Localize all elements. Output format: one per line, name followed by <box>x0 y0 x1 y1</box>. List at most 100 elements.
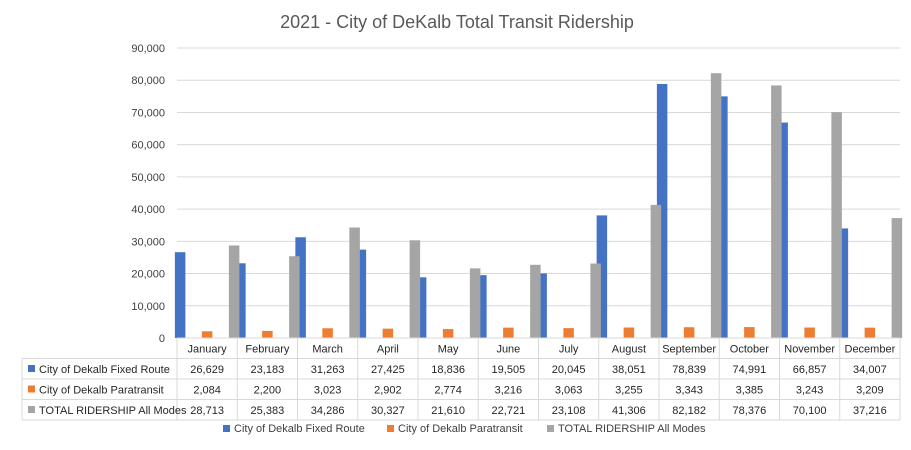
legend-swatch <box>387 425 394 432</box>
bar <box>777 122 788 338</box>
data-label: 22,721 <box>492 405 526 417</box>
data-label: 3,255 <box>615 385 643 397</box>
bar <box>536 273 547 338</box>
legend-entry: City of Dekalb Fixed Route <box>234 423 365 435</box>
bar <box>442 329 454 338</box>
bar <box>623 327 635 338</box>
y-tick-label: 0 <box>159 333 165 345</box>
y-tick-label: 70,000 <box>131 107 165 119</box>
data-label: 20,045 <box>552 364 586 376</box>
x-tick-label: February <box>245 344 290 356</box>
x-tick-label: July <box>559 344 579 356</box>
bar <box>563 328 574 338</box>
bar <box>476 275 487 338</box>
data-label: 26,629 <box>190 364 224 376</box>
data-label: 78,376 <box>733 405 767 417</box>
bar <box>717 96 728 338</box>
data-label: 78,839 <box>672 364 706 376</box>
bar <box>174 252 186 338</box>
x-tick-label: June <box>496 344 520 356</box>
bar <box>710 73 722 338</box>
bar <box>744 327 755 338</box>
data-label: 3,216 <box>495 385 523 397</box>
data-label: 38,051 <box>612 364 646 376</box>
bar <box>322 328 333 338</box>
bar <box>382 328 394 338</box>
y-tick-label: 50,000 <box>131 172 165 184</box>
data-label: 82,182 <box>672 405 706 417</box>
y-tick-label: 10,000 <box>131 301 165 313</box>
bar <box>771 85 782 338</box>
bar <box>503 327 514 338</box>
x-tick-label: December <box>845 344 896 356</box>
data-label: 18,836 <box>431 364 465 376</box>
data-label: 41,306 <box>612 405 646 417</box>
table-legend-key <box>28 385 35 393</box>
legend-entry: City of Dekalb Paratransit <box>398 423 523 435</box>
bar <box>295 237 306 338</box>
bar <box>804 327 815 338</box>
legend: City of Dekalb Fixed Route City of Dekalb… <box>223 423 706 435</box>
legend-swatch <box>223 425 230 432</box>
data-label: 3,209 <box>856 385 884 397</box>
bar <box>262 330 273 338</box>
data-label: 23,108 <box>552 405 586 417</box>
table-series-label: City of Dekalb Paratransit <box>39 385 164 397</box>
data-label: 3,023 <box>314 385 342 397</box>
bar <box>289 256 300 338</box>
data-label: 3,063 <box>555 385 583 397</box>
bar <box>683 327 695 338</box>
data-label: 2,902 <box>374 385 402 397</box>
data-label: 19,505 <box>492 364 526 376</box>
data-label: 23,183 <box>251 364 285 376</box>
bars <box>174 73 903 338</box>
bar <box>650 204 662 338</box>
y-tick-label: 30,000 <box>131 236 165 248</box>
x-tick-label: August <box>612 344 646 356</box>
x-tick-label: October <box>730 344 769 356</box>
x-tick-label: March <box>312 344 343 356</box>
data-table: January February March April May June July Augu… <box>21 337 901 421</box>
data-label: 70,100 <box>793 405 827 417</box>
table-legend-key <box>28 365 35 372</box>
bar <box>355 249 367 338</box>
y-tick-label: 80,000 <box>131 75 165 87</box>
data-label: 3,343 <box>675 385 703 397</box>
bar <box>235 263 246 338</box>
bar <box>837 228 849 338</box>
data-label: 2,200 <box>254 385 282 397</box>
data-label: 3,385 <box>736 385 764 397</box>
bar <box>590 263 601 338</box>
chart-title: 2021 - City of DeKalb Total Transit Ride… <box>280 12 634 32</box>
data-label: 2,084 <box>193 385 221 397</box>
x-tick-label: April <box>377 344 399 356</box>
data-label: 27,425 <box>371 364 405 376</box>
bar <box>469 268 481 338</box>
table-legend-key <box>28 406 35 413</box>
y-axis: 0 10,000 20,000 30,000 40,000 50,000 60,000 70,… <box>131 43 165 345</box>
table-series-label: City of Dekalb Fixed Route <box>39 364 170 376</box>
data-label: 34,286 <box>311 405 345 417</box>
table-series-label: TOTAL RIDERSHIP All Modes <box>39 405 187 417</box>
x-tick-label: May <box>438 344 459 356</box>
bar <box>415 277 427 338</box>
bar <box>891 218 903 338</box>
legend-swatch <box>547 425 554 432</box>
bar <box>656 83 668 338</box>
data-label: 3,243 <box>796 385 824 397</box>
y-tick-label: 20,000 <box>131 269 165 281</box>
data-label: 28,713 <box>190 405 224 417</box>
bar <box>409 240 421 338</box>
y-tick-label: 90,000 <box>131 43 165 55</box>
bar <box>831 112 842 338</box>
bar <box>596 215 608 338</box>
data-label: 37,216 <box>853 405 887 417</box>
y-tick-label: 40,000 <box>131 204 165 216</box>
bar <box>228 245 240 338</box>
bar <box>864 327 876 338</box>
data-label: 2,774 <box>434 385 462 397</box>
y-tick-label: 60,000 <box>131 140 165 152</box>
bar <box>530 264 541 338</box>
bar <box>349 227 360 338</box>
